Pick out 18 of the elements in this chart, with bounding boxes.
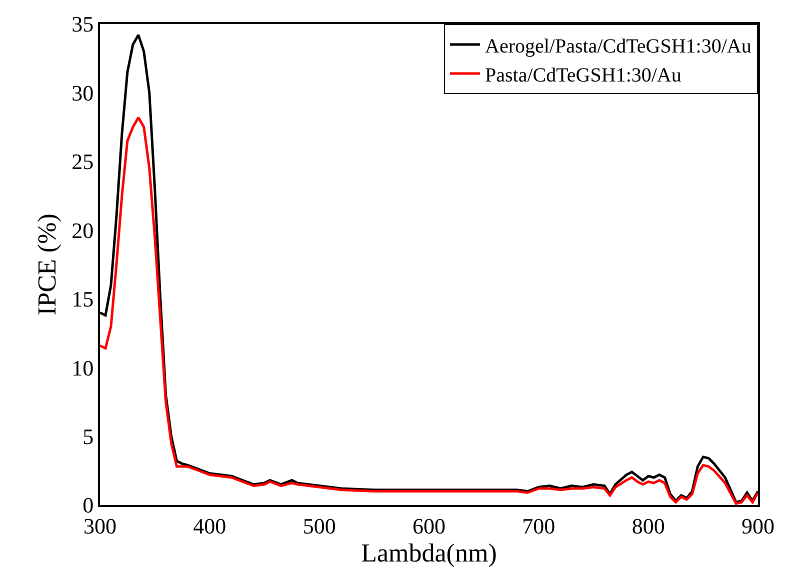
x-tick-label: 800 [632,513,665,538]
line-series [100,116,758,505]
x-tick-label: 700 [522,513,556,538]
x-tick-label: 600 [412,513,446,538]
x-axis-title: Lambda(nm) [361,538,497,568]
y-tick-label: 30 [72,80,94,106]
x-tick-label: 900 [742,513,774,538]
y-tick-label: 5 [82,424,94,449]
y-tick-label: 15 [72,286,94,312]
y-axis-title: IPCE (%) [32,214,62,316]
y-tick-label: 35 [72,12,94,37]
x-tick-label: 400 [193,513,226,538]
y-tick-label: 20 [72,218,94,243]
legend-label: Aerogel/Pasta/CdTeGSH1:30/Au [485,35,752,58]
legend-label: Pasta/CdTeGSH1:30/Au [485,64,682,86]
y-tick-label: 10 [72,355,94,380]
y-tick-label: 25 [72,149,94,174]
x-tick-label: 500 [302,513,336,538]
